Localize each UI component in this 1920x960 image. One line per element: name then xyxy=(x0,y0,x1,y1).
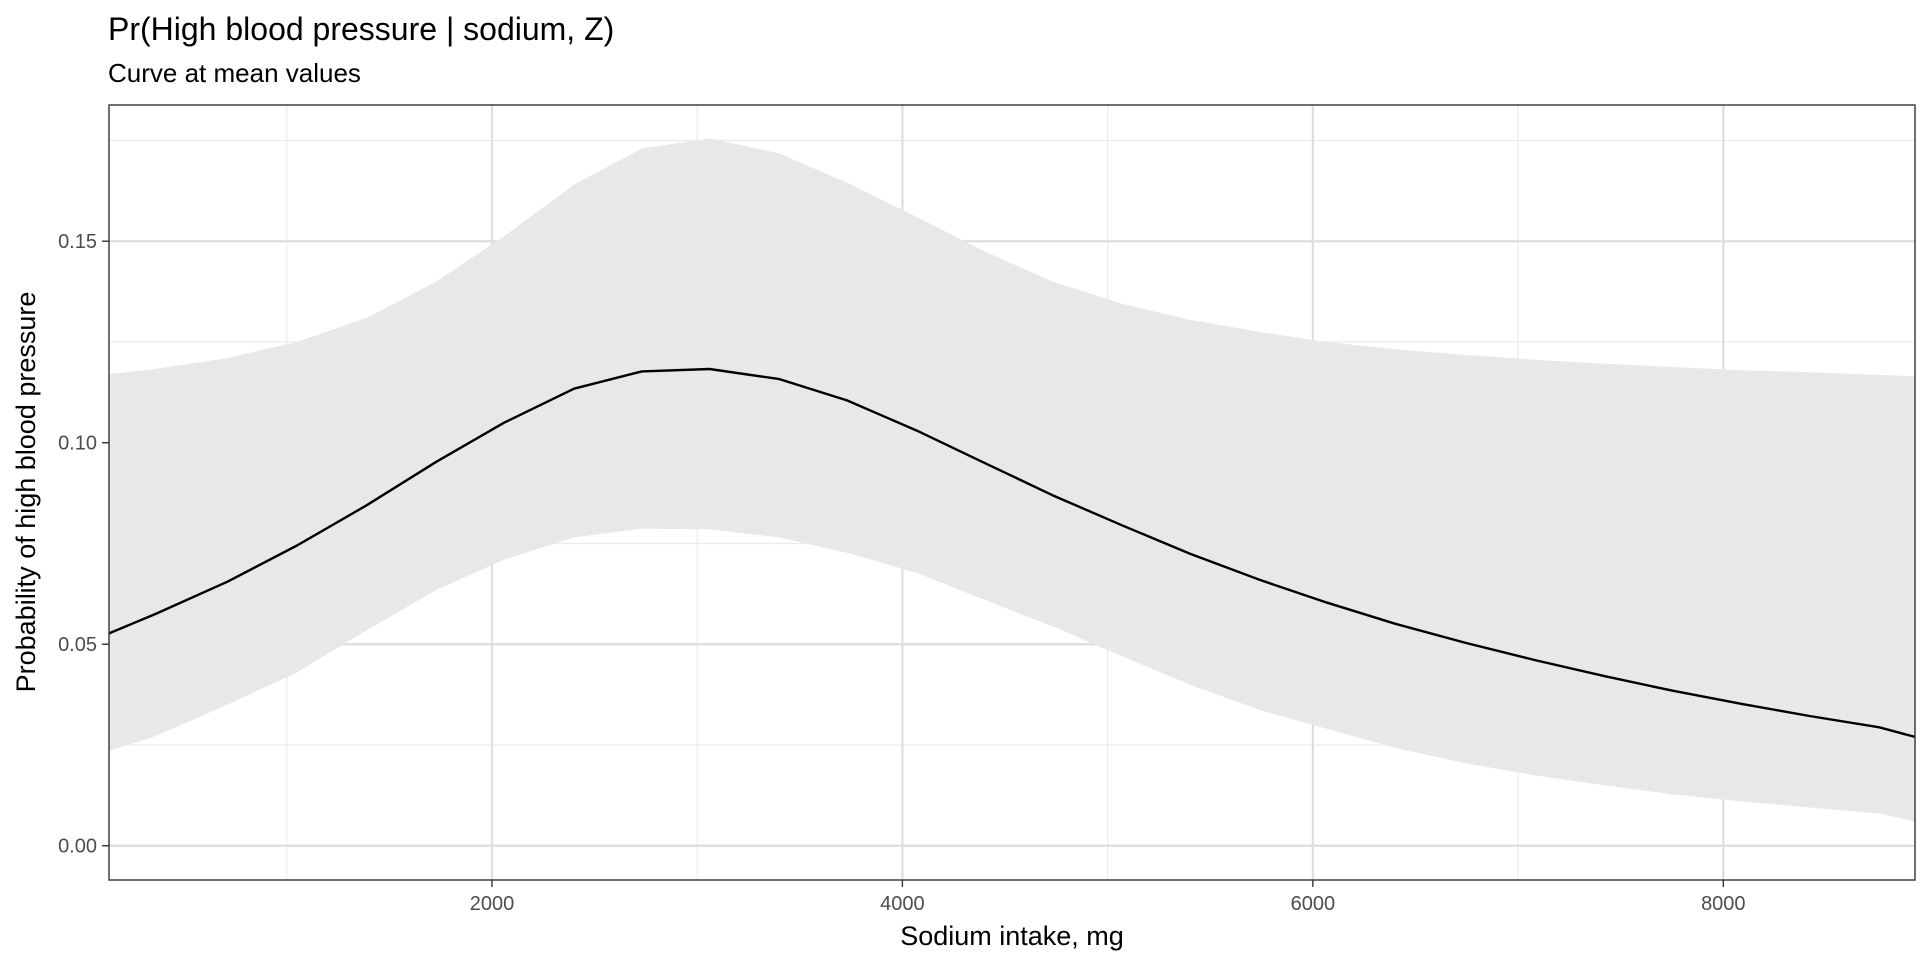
x-tick-label: 2000 xyxy=(470,893,515,915)
x-tick-label: 6000 xyxy=(1291,893,1336,915)
chart-title: Pr(High blood pressure | sodium, Z) xyxy=(108,11,614,47)
plot-border xyxy=(108,104,1916,881)
y-tick-label: 0.10 xyxy=(58,433,97,455)
y-axis: 0.00 0.05 0.10 0.15 xyxy=(58,231,109,858)
y-axis-label: Probability of high blood pressure xyxy=(11,292,41,693)
x-tick-label: 4000 xyxy=(880,893,925,915)
y-tick-label: 0.15 xyxy=(58,231,97,253)
chart-subtitle: Curve at mean values xyxy=(108,58,361,88)
y-tick-label: 0.05 xyxy=(58,634,97,656)
probability-curve xyxy=(108,367,1916,739)
x-axis: 2000 4000 6000 8000 xyxy=(470,880,1746,915)
x-tick-label: 8000 xyxy=(1701,893,1746,915)
confidence-band xyxy=(109,138,1915,822)
y-tick-label: 0.00 xyxy=(58,836,97,858)
x-axis-label: Sodium intake, mg xyxy=(900,921,1124,951)
